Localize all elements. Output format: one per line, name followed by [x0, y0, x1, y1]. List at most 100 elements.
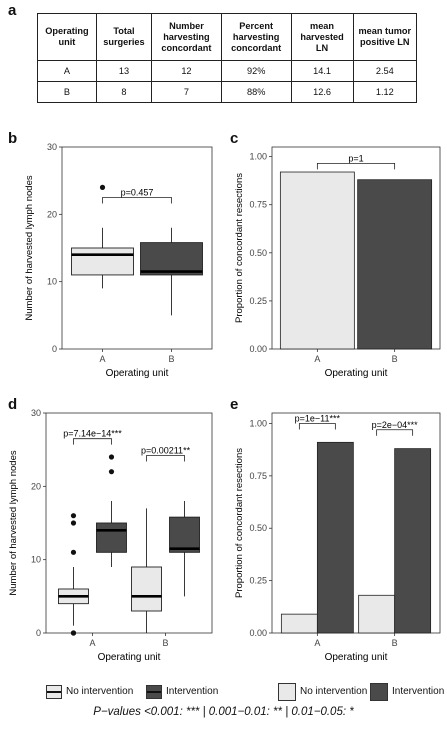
legend-label: No intervention: [66, 686, 134, 697]
x-tick-label: A: [89, 638, 95, 648]
y-tick-label: 20: [47, 209, 57, 219]
bar: [394, 448, 432, 634]
box-body: [169, 516, 200, 553]
bar: [279, 171, 355, 350]
x-axis-label: Operating unit: [325, 368, 388, 379]
significance-bracket: [102, 197, 172, 204]
box-outlier-point: [108, 454, 115, 460]
y-tick-label: 30: [31, 408, 41, 418]
table-cell: 88%: [220, 81, 292, 103]
y-tick-label: 0.25: [249, 576, 267, 586]
box-outlier-point: [70, 520, 77, 526]
y-tick-label: 0: [36, 628, 41, 638]
panel-letter-c: c: [230, 130, 239, 147]
legend-label: Intervention: [166, 686, 219, 697]
x-axis-label: Operating unit: [106, 368, 169, 379]
x-tick-label: B: [392, 354, 398, 364]
box-outlier-point: [108, 469, 115, 475]
table-header-cell: mean tumor positive LN: [352, 13, 418, 61]
p-value-label: p=0.457: [121, 188, 154, 198]
chart-c-barplot: 0.00 0.25 0.50 0.75 1.00 Operating unit Propor…: [234, 146, 441, 379]
chart-e-barplot: 0.00 0.25 0.50 0.75 1.00 Operating unit Propor…: [234, 412, 441, 663]
panel-letter-b: b: [8, 130, 18, 147]
significance-bracket: [376, 429, 414, 436]
x-tick-label: A: [314, 638, 320, 648]
table-cell: 14.1: [290, 60, 354, 82]
p-value-label: p=1: [348, 153, 363, 163]
significance-bracket: [73, 438, 112, 445]
p-value-label: p=1e−11***: [295, 413, 341, 423]
y-tick-label: 20: [31, 481, 41, 491]
y-tick-label: 0.50: [249, 523, 267, 533]
y-axis-label: Proportion of concordant resections: [234, 173, 245, 323]
p-value-footnote: P−values <0.001: *** | 0.001−0.01: ** | …: [93, 706, 354, 718]
significance-bracket: [298, 423, 336, 430]
box-outlier-point: [70, 549, 77, 555]
bar: [357, 179, 433, 350]
y-tick-label: 0.75: [249, 200, 267, 210]
table-cell: 12: [151, 60, 222, 82]
table-row: A 13 12 92% 14.1 2.54: [37, 60, 418, 82]
y-tick-label: 1.00: [249, 152, 267, 162]
x-tick-label: A: [314, 354, 320, 364]
significance-bracket: [146, 455, 185, 462]
table-cell: 1.12: [352, 81, 418, 103]
summary-table: Operating unit Total surgeries Number ha…: [37, 13, 418, 103]
box-outlier-point: [70, 630, 77, 636]
box-legend: No intervention Intervention: [46, 683, 226, 701]
box-body: [140, 242, 203, 276]
table-cell: 12.6: [290, 81, 354, 103]
x-axis-label: Operating unit: [98, 652, 161, 663]
table-cell: 13: [95, 60, 153, 82]
table-header-cell: Operating unit: [37, 13, 97, 61]
panel-letter-e: e: [230, 396, 239, 413]
y-tick-label: 10: [31, 555, 41, 565]
y-tick-label: 0.50: [249, 248, 267, 258]
legend-label: No intervention: [300, 686, 368, 697]
box-outlier-point: [99, 184, 106, 190]
box-body: [96, 522, 127, 553]
x-tick-label: B: [168, 354, 174, 364]
table-header-cell: mean harvested LN: [290, 13, 354, 61]
table-cell: 7: [151, 81, 222, 103]
p-value-label: p=2e−04***: [372, 420, 419, 430]
y-tick-label: 0.00: [249, 344, 267, 354]
table-cell: B: [37, 81, 97, 103]
bar: [358, 594, 396, 634]
panel-letter-d: d: [8, 396, 18, 413]
x-axis-label: Operating unit: [325, 652, 388, 663]
x-tick-label: A: [99, 354, 105, 364]
box-body: [131, 566, 162, 612]
legend-swatch-dark-box: [146, 685, 162, 699]
y-tick-label: 0.00: [249, 628, 267, 638]
chart-d-boxplot: 0 10 20 30 Operating unit Number of harvested…: [8, 408, 213, 663]
bar-legend: No intervention Intervention: [278, 683, 447, 701]
y-tick-label: 0.25: [249, 296, 267, 306]
x-tick-label: B: [392, 638, 398, 648]
table-cell: 2.54: [352, 60, 418, 82]
y-tick-label: 0.75: [249, 471, 267, 481]
y-tick-label: 0: [52, 344, 57, 354]
table-cell: 8: [95, 81, 153, 103]
box-outlier-point: [70, 513, 77, 519]
panel-letter-a: a: [8, 2, 17, 19]
significance-bracket: [316, 162, 396, 170]
bar: [280, 613, 318, 634]
legend-swatch-light-box: [46, 685, 62, 699]
y-tick-label: 30: [47, 142, 57, 152]
bar: [316, 441, 354, 634]
table-cell: 92%: [220, 60, 292, 82]
x-tick-label: B: [163, 638, 169, 648]
legend-label: Intervention: [392, 686, 445, 697]
y-axis-label: Proportion of concordant resections: [234, 448, 245, 598]
table-header-cell: Percent harvesting concordant: [220, 13, 292, 61]
legend-swatch-dark-bar: [370, 683, 388, 701]
chart-b-boxplot: 0 10 20 30 Operating unit Number of harvested…: [24, 142, 213, 379]
p-value-label: p=0.00211**: [141, 446, 191, 456]
y-axis-label: Number of harvested lymph nodes: [8, 450, 19, 595]
table-row: B 8 7 88% 12.6 1.12: [37, 81, 418, 103]
table-cell: A: [37, 60, 97, 82]
y-axis-label: Number of harvested lymph nodes: [24, 175, 35, 320]
table-header-row: Operating unit Total surgeries Number ha…: [37, 13, 418, 61]
box-body: [71, 247, 134, 276]
